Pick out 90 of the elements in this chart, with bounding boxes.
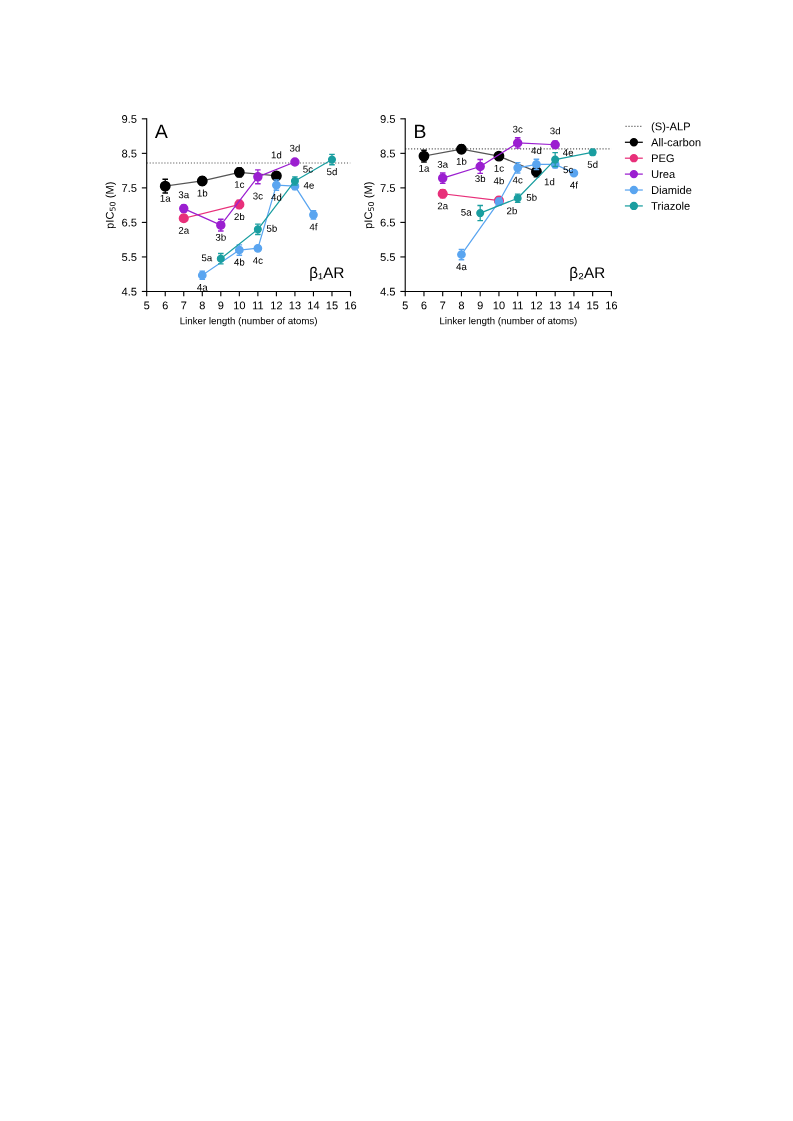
y-tick-label: 6.5: [380, 218, 396, 227]
annotation: 5d: [326, 168, 337, 176]
x-tick-label: 7: [181, 301, 187, 310]
annotation: β₁AR: [310, 266, 344, 282]
x-tick-label: 15: [587, 301, 599, 310]
annotation: 5a: [461, 208, 472, 216]
x-tick-label: 14: [568, 301, 580, 310]
annotation: 2a: [178, 226, 190, 234]
legend-label: Urea: [651, 170, 676, 179]
annotation: 5c: [563, 166, 574, 174]
x-tick-label: 8: [458, 301, 465, 310]
annotation: 3c: [512, 125, 523, 133]
x-tick-label: 16: [606, 301, 618, 310]
y-axis-title: pIC$_{50}$ (M): [364, 182, 375, 229]
y-axis-title: pIC$_{50}$ (M): [105, 182, 116, 229]
annotation: 2a: [437, 202, 449, 210]
annotation: β₂AR: [570, 266, 605, 282]
x-tick-label: 6: [162, 301, 168, 310]
annotation: 4a: [197, 284, 208, 291]
x-tick-label: 13: [549, 301, 561, 310]
x-tick-label: 10: [234, 301, 246, 310]
annotation: 4d: [531, 146, 542, 155]
annotation: 1d: [544, 178, 555, 186]
annotation: 3c: [253, 192, 263, 200]
legend-label: (S)-ALP: [651, 122, 691, 133]
y-tick-label: 9.5: [380, 115, 396, 123]
y-tick-label: 8.5: [122, 149, 137, 158]
x-tick-label: 12: [531, 301, 543, 310]
x-tick-label: 13: [289, 301, 301, 310]
annotation: 1b: [197, 189, 208, 197]
annotation: 3a: [178, 191, 190, 199]
annotation: 5d: [587, 160, 598, 168]
y-tick-label: 4.5: [380, 287, 396, 296]
annotation: 1d: [271, 151, 282, 159]
annotation: 5a: [201, 254, 213, 262]
annotation: 1a: [419, 164, 430, 172]
x-axis-title: Linker length (number of atoms): [180, 317, 317, 327]
x-axis-title: Linker length (number of atoms): [440, 317, 577, 327]
x-tick-label: 11: [252, 301, 264, 310]
annotation: 4f: [309, 223, 318, 231]
annotation: 1a: [160, 194, 171, 202]
x-tick-label: 6: [421, 301, 427, 310]
annotation: 1c: [494, 164, 504, 172]
annotation: 3a: [437, 160, 449, 168]
x-tick-label: 16: [345, 301, 357, 310]
x-tick-label: 9: [477, 301, 483, 310]
y-tick-label: 7.5: [122, 184, 137, 193]
annotation: 4c: [252, 257, 263, 264]
y-tick-label: 9.5: [122, 115, 137, 123]
annotation: 4d: [271, 193, 282, 201]
y-tick-label: 4.5: [121, 287, 137, 296]
y-tick-label: 7.5: [380, 184, 396, 193]
x-tick-label: 5: [144, 301, 150, 310]
annotation: 5b: [526, 193, 537, 201]
annotation: 1c: [234, 181, 245, 188]
x-tick-label: 9: [218, 301, 224, 310]
x-tick-label: 5: [402, 301, 408, 310]
annotation: 4e: [562, 149, 574, 157]
annotation: 3d: [550, 127, 560, 135]
annotation: 2b: [507, 207, 517, 215]
chart-title: A: [154, 124, 168, 139]
annotation: 2b: [234, 212, 245, 221]
chart-title: B: [415, 124, 426, 139]
legend-label: All-carbon: [651, 138, 701, 147]
annotation: 4a: [456, 263, 467, 271]
annotation: 4b: [234, 258, 245, 266]
annotation: 4e: [303, 181, 314, 189]
legend-label: Diamide: [651, 185, 692, 195]
annotation: 4c: [512, 176, 523, 184]
y-tick-label: 5.5: [121, 253, 137, 262]
annotation: 3b: [215, 233, 226, 241]
annotation: 4b: [493, 177, 504, 185]
annotation: 3b: [475, 174, 486, 183]
annotation: 4f: [570, 181, 578, 189]
annotation: 5c: [303, 165, 313, 173]
x-tick-label: 12: [271, 301, 283, 310]
annotation: 3d: [289, 144, 300, 152]
x-tick-label: 10: [493, 301, 505, 310]
y-tick-label: 6.5: [122, 218, 137, 227]
y-tick-label: 5.5: [380, 253, 396, 262]
y-tick-label: 8.5: [380, 149, 396, 158]
legend-label: PEG: [651, 154, 674, 163]
x-tick-label: 14: [308, 301, 320, 310]
x-tick-label: 7: [440, 301, 446, 310]
annotation: 1b: [456, 157, 467, 165]
x-tick-label: 15: [326, 301, 338, 310]
x-tick-label: 11: [512, 301, 523, 310]
x-tick-label: 8: [199, 301, 205, 310]
annotation: 5b: [266, 224, 277, 232]
legend-label: Triazole: [651, 201, 690, 210]
